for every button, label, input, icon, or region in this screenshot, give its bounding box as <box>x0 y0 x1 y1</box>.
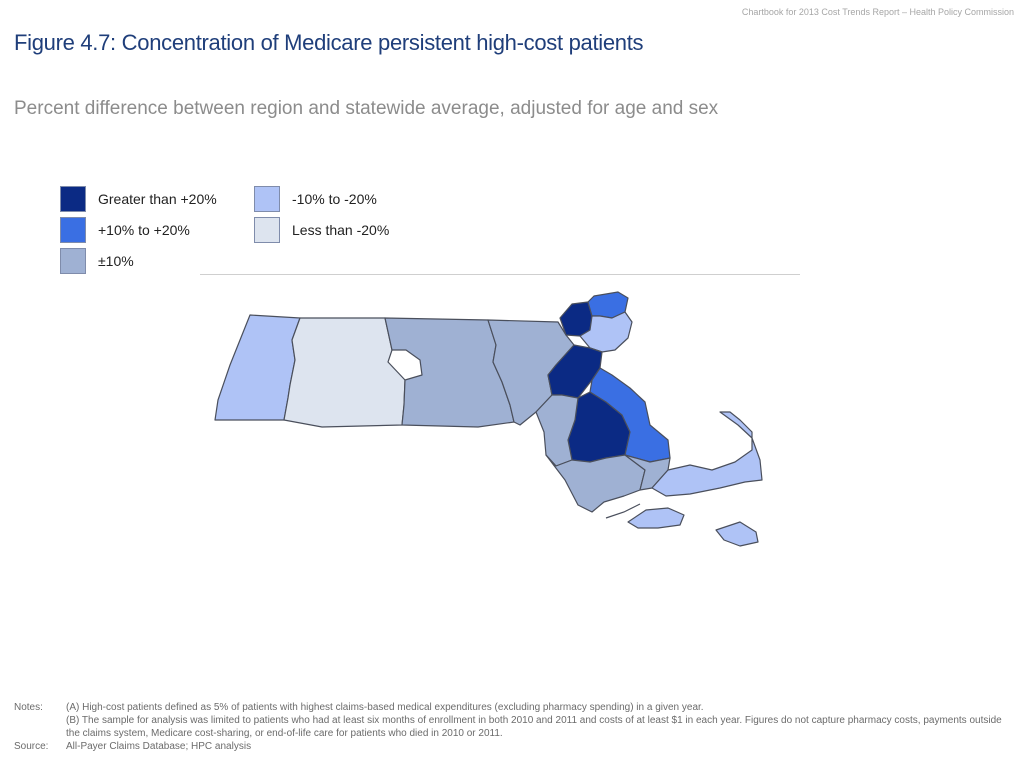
legend-item-less-than-minus-20: Less than -20% <box>254 216 389 244</box>
map-region <box>559 301 593 337</box>
legend-divider <box>200 274 800 275</box>
notes-section: Notes: (A) High-cost patients defined as… <box>14 701 1004 753</box>
legend-label: -10% to -20% <box>292 191 377 207</box>
legend-item-10-to-20: +10% to +20% <box>60 216 190 244</box>
notes-label: Notes: <box>14 702 43 713</box>
note-a: (A) High-cost patients defined as 5% of … <box>66 702 704 713</box>
legend-swatch <box>60 186 86 212</box>
legend-swatch <box>254 186 280 212</box>
legend-label: ±10% <box>98 253 134 269</box>
legend-label: Greater than +20% <box>98 191 217 207</box>
legend-item-plus-minus-10: ±10% <box>60 247 134 275</box>
header-note: Chartbook for 2013 Cost Trends Report – … <box>741 7 1014 17</box>
map-region <box>651 411 763 497</box>
map-region <box>715 521 759 547</box>
elizabeth-islands <box>605 503 641 519</box>
page-title: Figure 4.7: Concentration of Medicare pe… <box>14 30 644 55</box>
source-label: Source: <box>14 741 49 752</box>
legend-item-minus-10-to-20: -10% to -20% <box>254 185 377 213</box>
note-b: (B) The sample for analysis was limited … <box>66 715 1002 739</box>
map-region <box>535 394 579 467</box>
notes-row: Notes: (A) High-cost patients defined as… <box>14 701 1004 714</box>
legend-label: +10% to +20% <box>98 222 190 238</box>
legend-swatch <box>60 217 86 243</box>
legend-swatch <box>60 248 86 274</box>
source-row: Source: All-Payer Claims Database; HPC a… <box>14 740 1004 753</box>
map-region <box>579 311 633 353</box>
legend-label: Less than -20% <box>292 222 390 238</box>
map-legend: Greater than +20% +10% to +20% ±10% -10%… <box>60 185 480 280</box>
map-region <box>283 317 406 428</box>
legend-swatch <box>254 217 280 243</box>
page-subtitle: Percent difference between region and st… <box>14 98 719 119</box>
map-region <box>545 454 646 513</box>
notes-row: (B) The sample for analysis was limited … <box>14 714 1004 740</box>
source-text: All-Payer Claims Database; HPC analysis <box>66 741 252 752</box>
legend-item-greater-than-20: Greater than +20% <box>60 185 217 213</box>
massachusetts-region-map <box>214 291 763 547</box>
map-region <box>627 507 685 529</box>
